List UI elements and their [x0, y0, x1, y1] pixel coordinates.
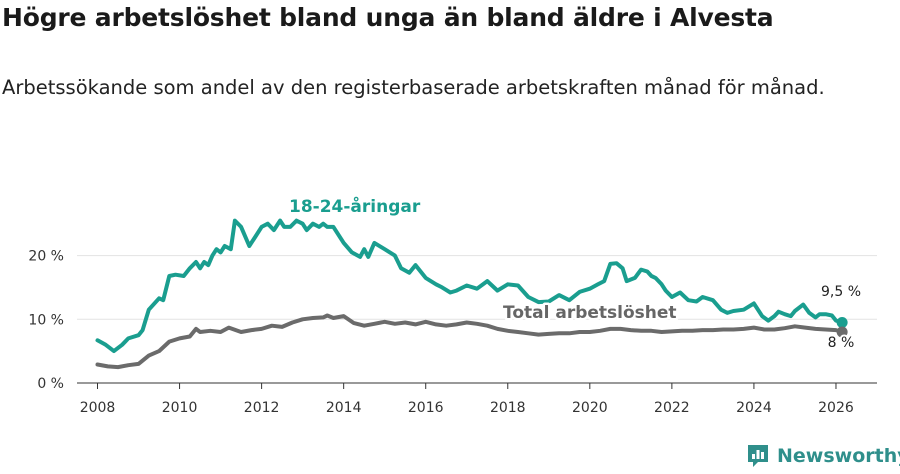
x-tick-label: 2018 — [490, 400, 526, 416]
x-tick-label: 2020 — [572, 400, 608, 416]
newsworthy-logo-icon — [748, 445, 768, 467]
line-chart: 0 % 10 % 20 % 2008 2010 2012 2014 2016 2018 2020 2… — [28, 195, 877, 416]
end-point-total — [836, 326, 848, 338]
end-value-total: 8 % — [828, 335, 855, 351]
brand-name: Newsworthy — [777, 445, 900, 467]
y-tick-label: 0 % — [37, 376, 64, 392]
series-line-youth — [95, 218, 845, 354]
x-tick-label: 2014 — [326, 400, 362, 416]
y-tick-label: 20 % — [28, 249, 64, 265]
series-label-youth: 18-24-åringar — [289, 195, 421, 217]
series-line-total — [95, 313, 845, 370]
x-tick-label: 2016 — [408, 400, 444, 416]
x-tick-label: 2024 — [736, 400, 772, 416]
brand-logo: Newsworthy — [746, 443, 900, 469]
series-label-total: Total arbetslöshet — [503, 303, 677, 323]
x-tick-label: 2026 — [818, 400, 854, 416]
chart-subtitle: Arbetssökande som andel av den registerb… — [2, 76, 825, 99]
chart-title: Högre arbetslöshet bland unga än bland ä… — [2, 3, 774, 32]
x-tick-label: 2008 — [80, 400, 116, 416]
x-tick-label: 2022 — [654, 400, 690, 416]
x-tick-label: 2012 — [244, 400, 280, 416]
y-tick-label: 10 % — [28, 312, 64, 328]
x-tick-label: 2010 — [162, 400, 198, 416]
end-value-youth: 9,5 % — [821, 284, 861, 300]
end-point-youth — [836, 316, 848, 328]
